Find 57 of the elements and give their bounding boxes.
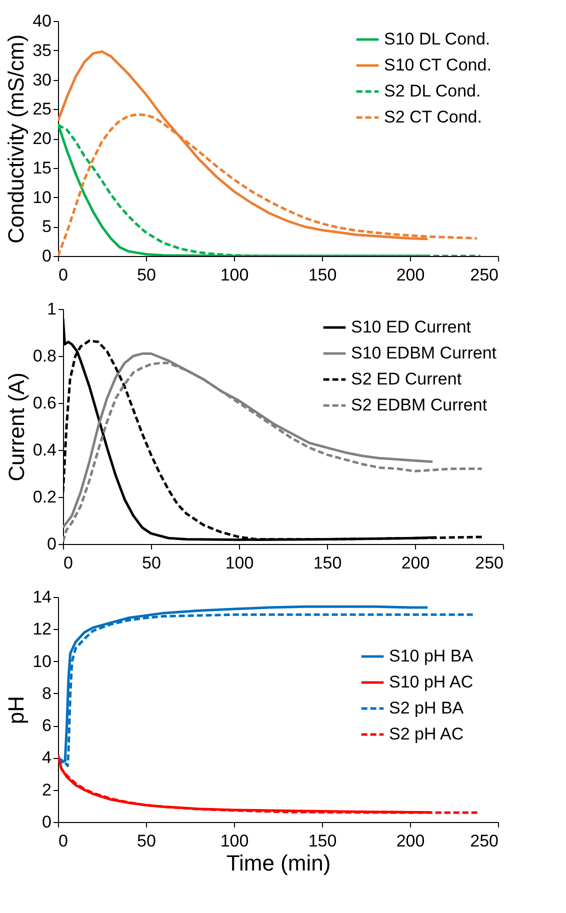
x-tick-label: 250 [475,554,504,572]
legend-label: S2 CT Cond. [384,108,482,126]
x-tick-label: 50 [142,554,161,572]
legend-label: S10 pH BA [389,646,474,666]
x-tick-label: 50 [137,832,156,850]
x-tick-label: 200 [401,554,430,572]
legend-label: S2 pH BA [389,698,464,718]
legend-label: S10 DL Cond. [384,30,490,48]
legend-label: S10 EDBM Current [351,344,497,362]
x-tick-label: 250 [470,266,498,284]
x-tick-label: 150 [308,832,337,850]
x-tick-label: 250 [470,832,498,850]
y-tick-label: 14 [32,588,52,606]
y-tick-label: 2 [42,780,52,800]
y-tick-label: 5 [42,217,52,236]
legend-label: S10 ED Current [351,318,472,336]
x-tick-label: 100 [220,832,249,850]
y-tick-label: 6 [42,716,52,736]
legend-label: S2 ED Current [351,370,462,388]
x-tick-label: 150 [308,266,337,284]
x-tick-label: 100 [225,554,254,572]
y-tick-label: 20 [32,129,52,148]
y-tick-label: 15 [32,158,52,178]
x-tick-label: 50 [137,266,156,284]
legend-label: S2 EDBM Current [351,396,488,414]
x-tick-label: 200 [396,832,425,850]
y-tick-label: 0 [47,534,56,554]
y-tick-label: 12 [32,620,52,639]
y-tick-label: 8 [42,684,52,703]
x-tick-label: 200 [396,266,425,284]
x-tick-label: 150 [313,554,342,572]
y-tick-label: 35 [32,40,52,60]
y-tick-label: 10 [32,188,52,207]
legend-label: S2 pH AC [389,724,464,744]
y-tick-label: 10 [32,652,52,671]
y-tick-label: 40 [32,12,52,30]
x-axis-title: Time (min) [226,850,331,876]
y-axis-title: Conductivity (mS/cm) [4,34,29,244]
y-tick-label: 0 [42,246,52,266]
y-tick-label: 4 [42,748,52,768]
x-tick-label: 100 [220,266,249,284]
x-tick-label: 0 [64,554,73,572]
y-tick-label: 0.2 [32,488,56,506]
y-tick-label: 25 [32,100,52,119]
y-axis-title: pH [4,696,29,724]
y-tick-label: 1 [47,300,56,318]
y-tick-label: 0.8 [32,346,56,366]
y-tick-label: 30 [32,70,52,90]
y-tick-label: 0 [42,812,52,832]
x-tick-label: 0 [58,266,68,284]
legend-label: S2 DL Cond. [384,82,481,100]
legend-label: S10 pH AC [389,672,474,692]
y-axis-title: Current (A) [4,372,29,482]
legend-label: S10 CT Cond. [384,56,492,74]
y-tick-label: 0.6 [32,394,56,412]
y-tick-label: 0.4 [32,440,56,460]
x-tick-label: 0 [58,832,68,850]
